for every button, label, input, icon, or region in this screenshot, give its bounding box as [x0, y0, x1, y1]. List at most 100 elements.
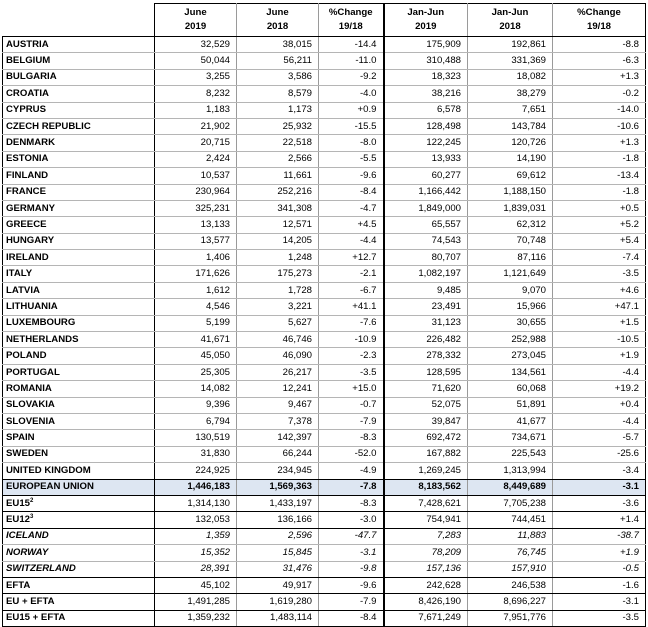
cell-country-name: LATVIA — [2, 282, 155, 300]
table-row: CROATIA 8,232 8,579 -4.0 38,216 38,279 -0.2 — [2, 85, 646, 103]
cell-change-june: -4.4 — [318, 233, 385, 251]
cell-june-2019: 1,406 — [154, 249, 237, 267]
cell-change-ytd: +4.6 — [552, 282, 646, 300]
cell-jan-jun-2019: 80,707 — [383, 249, 468, 267]
cell-country-name: EU15 + EFTA — [2, 610, 155, 627]
cell-june-2018: 26,217 — [236, 364, 319, 382]
cell-june-2018: 3,586 — [236, 69, 319, 87]
cell-june-2018: 5,627 — [236, 315, 319, 333]
cell-country-name: EUROPEAN UNION — [2, 478, 155, 496]
table-row: SLOVAKIA 9,396 9,467 -0.7 52,075 51,891 +0.4 — [2, 397, 646, 414]
cell-country-name: DENMARK — [2, 134, 155, 152]
cell-jan-jun-2019: 71,620 — [383, 380, 468, 398]
cell-jan-jun-2018: 9,070 — [467, 282, 553, 300]
cell-jan-jun-2018: 1,121,649 — [467, 265, 553, 283]
cell-jan-jun-2018: 331,369 — [467, 52, 553, 70]
cell-jan-jun-2019: 52,075 — [383, 397, 468, 414]
cell-change-june: -2.3 — [318, 347, 385, 365]
table-row: LATVIA 1,612 1,728 -6.7 9,485 9,070 +4.6 — [2, 282, 646, 300]
header-change-ytd: %Change 19/18 — [552, 3, 646, 37]
efta-member-row: NORWAY 15,352 15,845 -3.1 78,209 76,745 +1.9 — [2, 544, 646, 562]
cell-country-name: SLOVAKIA — [2, 397, 155, 414]
cell-june-2018: 3,221 — [236, 298, 319, 316]
cell-country-name: SLOVENIA — [2, 413, 155, 431]
cell-country-name: EU123 — [2, 511, 155, 529]
cell-jan-jun-2018: 1,313,994 — [467, 462, 553, 480]
cell-country-name: SWEDEN — [2, 446, 155, 464]
cell-june-2019: 50,044 — [154, 52, 237, 70]
cell-jan-jun-2019: 74,543 — [383, 233, 468, 251]
table-row: FRANCE 230,964 252,216 -8.4 1,166,442 1,188,1… — [2, 184, 646, 201]
cell-jan-jun-2018: 30,655 — [467, 315, 553, 333]
cell-country-name: GREECE — [2, 216, 155, 234]
cell-june-2019: 25,305 — [154, 364, 237, 382]
cell-change-june: -9.2 — [318, 69, 385, 87]
cell-jan-jun-2018: 60,068 — [467, 380, 553, 398]
cell-change-ytd: -0.5 — [552, 561, 646, 578]
cell-jan-jun-2019: 242,628 — [383, 577, 468, 595]
cell-country-name: BELGIUM — [2, 52, 155, 70]
cell-change-june: -8.4 — [318, 610, 385, 627]
cell-jan-jun-2018: 51,891 — [467, 397, 553, 414]
cell-jan-jun-2018: 7,705,238 — [467, 495, 553, 513]
cell-change-ytd: -1.6 — [552, 577, 646, 595]
cell-jan-jun-2019: 7,283 — [383, 527, 468, 546]
table-row: IRELAND 1,406 1,248 +12.7 80,707 87,116 -7.4 — [2, 249, 646, 267]
cell-june-2018: 12,241 — [236, 380, 319, 398]
cell-change-june: -4.0 — [318, 85, 385, 103]
table-row: ROMANIA 14,082 12,241 +15.0 71,620 60,068 +19.… — [2, 380, 646, 398]
cell-change-june: -11.0 — [318, 52, 385, 70]
cell-june-2018: 49,917 — [236, 577, 319, 595]
cell-change-ytd: +5.4 — [552, 233, 646, 251]
cell-change-ytd: +0.4 — [552, 397, 646, 414]
cell-change-ytd: +1.9 — [552, 544, 646, 562]
cell-jan-jun-2018: 273,045 — [467, 347, 553, 365]
cell-country-name: GERMANY — [2, 200, 155, 218]
cell-country-name: EFTA — [2, 577, 155, 595]
cell-change-june: -9.8 — [318, 561, 385, 578]
cell-jan-jun-2018: 70,748 — [467, 233, 553, 251]
cell-country-name: IRELAND — [2, 249, 155, 267]
table-row: FINLAND 10,537 11,661 -9.6 60,277 69,612 -13.4 — [2, 167, 646, 185]
cell-country-name: CYPRUS — [2, 102, 155, 119]
cell-june-2018: 38,015 — [236, 36, 319, 54]
cell-country-name: SPAIN — [2, 429, 155, 447]
cell-jan-jun-2019: 692,472 — [383, 429, 468, 447]
cell-country-name: SWITZERLAND — [2, 561, 155, 578]
cell-jan-jun-2018: 41,677 — [467, 413, 553, 431]
cell-june-2018: 8,579 — [236, 85, 319, 103]
cell-june-2019: 20,715 — [154, 134, 237, 152]
cell-june-2018: 9,467 — [236, 397, 319, 414]
cell-change-ytd: +0.5 — [552, 200, 646, 218]
cell-change-ytd: +19.2 — [552, 380, 646, 398]
cell-jan-jun-2018: 134,561 — [467, 364, 553, 382]
cell-change-june: -5.5 — [318, 151, 385, 169]
cell-jan-jun-2019: 6,578 — [383, 102, 468, 119]
cell-country-name: NORWAY — [2, 544, 155, 562]
cell-june-2018: 14,205 — [236, 233, 319, 251]
table-row: PORTUGAL 25,305 26,217 -3.5 128,595 134,561 -4… — [2, 364, 646, 382]
cell-jan-jun-2018: 11,883 — [467, 527, 553, 546]
cell-jan-jun-2019: 754,941 — [383, 511, 468, 529]
cell-jan-jun-2018: 252,988 — [467, 331, 553, 349]
cell-june-2018: 1,569,363 — [236, 478, 319, 496]
cell-change-ytd: -4.4 — [552, 364, 646, 382]
cell-change-june: -8.3 — [318, 495, 385, 513]
efta-member-row: ICELAND 1,359 2,596 -47.7 7,283 11,883 -38.7 — [2, 527, 646, 546]
cell-jan-jun-2018: 246,538 — [467, 577, 553, 595]
footnote-marker: 3 — [30, 513, 34, 520]
cell-june-2019: 31,830 — [154, 446, 237, 464]
cell-change-ytd: +1.5 — [552, 315, 646, 333]
eu15-row: EU152 1,314,130 1,433,197 -8.3 7,428,621 7,70… — [2, 495, 646, 513]
cell-change-june: +0.9 — [318, 102, 385, 119]
cell-jan-jun-2019: 31,123 — [383, 315, 468, 333]
table-row: GREECE 13,133 12,571 +4.5 65,557 62,312 +5.2 — [2, 216, 646, 234]
cell-jan-jun-2019: 1,269,245 — [383, 462, 468, 480]
table-row: UNITED KINGDOM 224,925 234,945 -4.9 1,269,24… — [2, 462, 646, 480]
cell-change-ytd: -3.4 — [552, 462, 646, 480]
cell-june-2018: 56,211 — [236, 52, 319, 70]
cell-change-june: -4.9 — [318, 462, 385, 480]
table-row: BELGIUM 50,044 56,211 -11.0 310,488 331,369 -6… — [2, 52, 646, 70]
table-row: LITHUANIA 4,546 3,221 +41.1 23,491 15,966 +47.… — [2, 298, 646, 316]
header-june-2018: June 2018 — [236, 3, 319, 37]
